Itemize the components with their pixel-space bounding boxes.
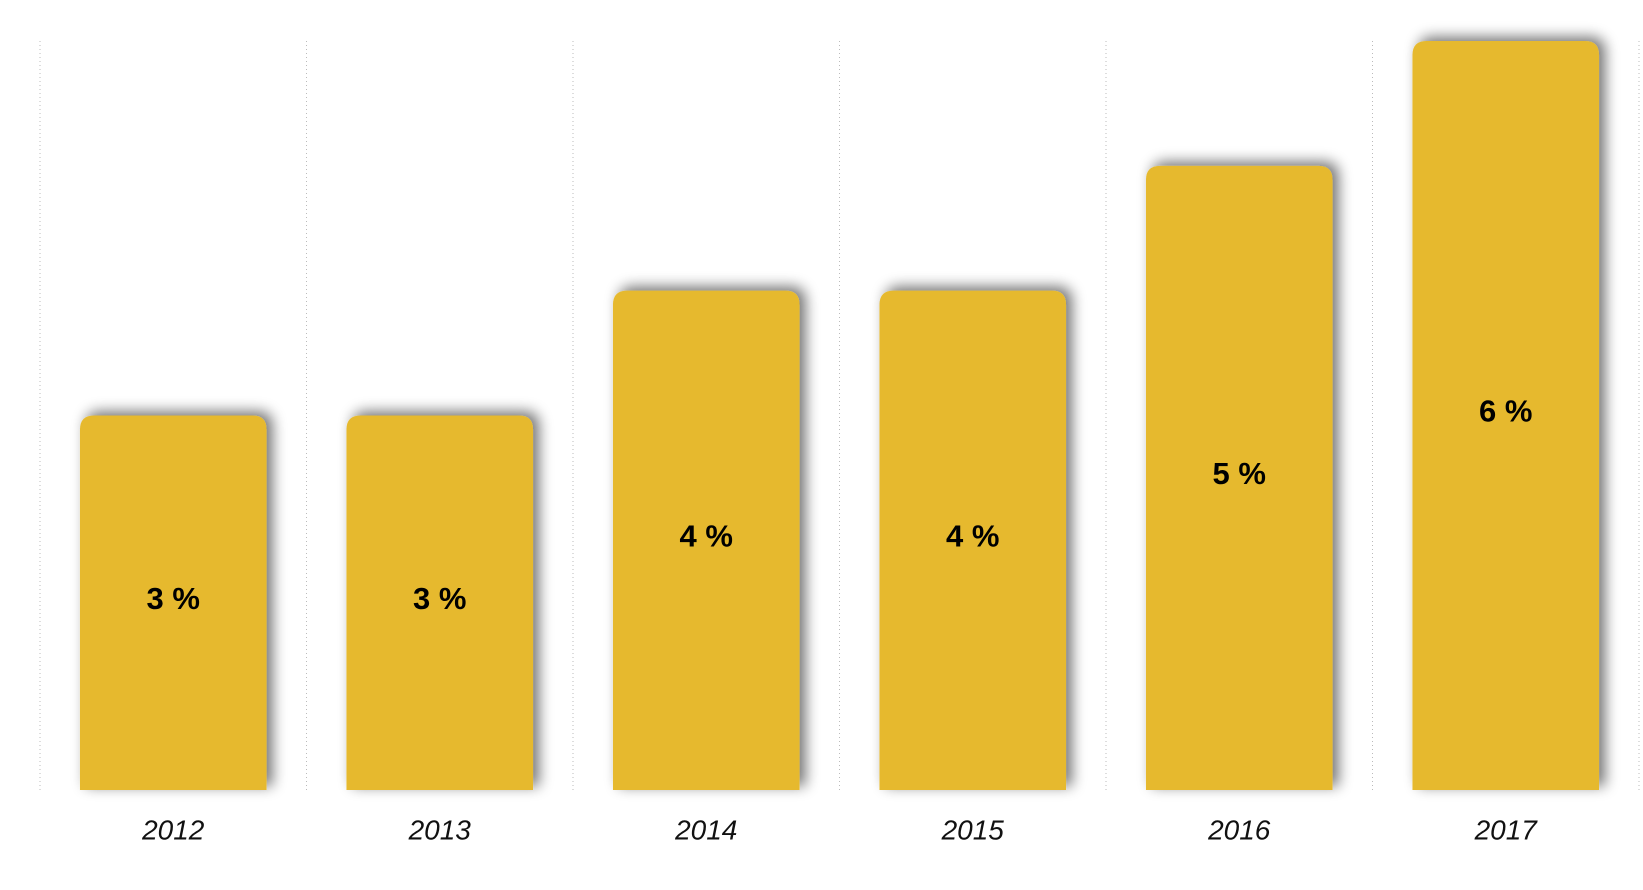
- value-label: 5 %: [1213, 456, 1266, 491]
- value-label: 3 %: [413, 581, 466, 616]
- x-tick-label: 2016: [1207, 814, 1271, 845]
- bar: [879, 290, 1067, 790]
- value-label: 4 %: [680, 519, 733, 554]
- bar: [1145, 165, 1333, 791]
- bar: [79, 415, 267, 790]
- bar: [346, 415, 534, 790]
- value-label: 3 %: [147, 581, 200, 616]
- x-tick-label: 2017: [1474, 814, 1539, 845]
- x-tick-label: 2012: [141, 814, 205, 845]
- value-label: 6 %: [1479, 394, 1532, 429]
- x-tick-label: 2015: [941, 814, 1005, 845]
- value-label: 4 %: [946, 519, 999, 554]
- bar: [1412, 41, 1600, 790]
- x-tick-label: 2013: [408, 814, 472, 845]
- x-tick-label: 2014: [674, 814, 737, 845]
- bar: [612, 290, 800, 790]
